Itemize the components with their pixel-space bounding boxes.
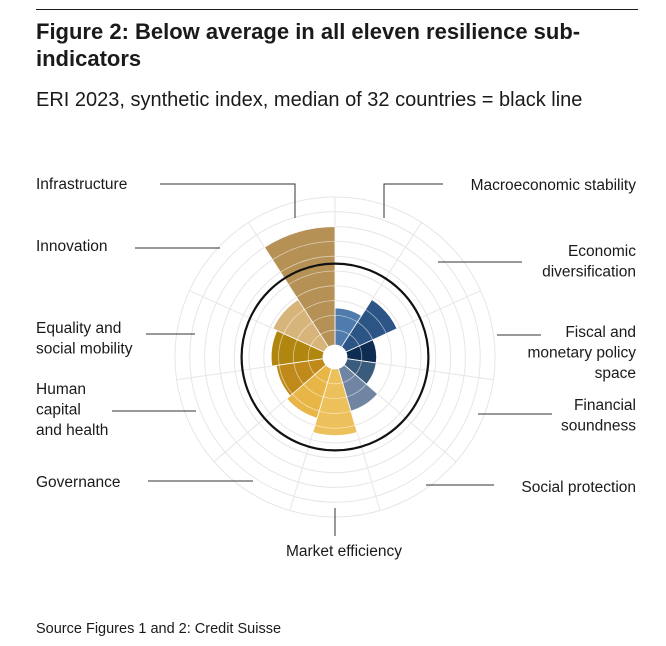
leader-macroeconomic-stability — [383, 183, 443, 218]
label-economic-diversification: Economic diversification — [542, 243, 636, 281]
category-labels: Macroeconomic stability Economic diversifi… — [36, 176, 636, 560]
label-human-capital-and-health: Human capital and health — [36, 381, 108, 439]
bar-economic-diversification — [340, 299, 398, 353]
label-financial-soundness: Financial soundness — [561, 397, 636, 435]
label-fiscal-and-monetary-policy-space: Fiscal and monetary policy space — [527, 324, 636, 382]
source-note: Source Figures 1 and 2: Credit Suisse — [36, 621, 282, 637]
label-infrastructure: Infrastructure — [36, 176, 127, 193]
bar-innovation — [272, 299, 330, 353]
bar-market-efficiency — [312, 368, 358, 436]
label-macroeconomic-stability: Macroeconomic stability — [471, 177, 637, 194]
median-circle — [240, 262, 430, 452]
chart-title: Figure 2: Below average in all eleven re… — [36, 19, 581, 71]
bar-human-capital-and-health — [275, 358, 327, 397]
label-innovation: Innovation — [36, 238, 108, 255]
chart-subtitle: ERI 2023, synthetic index, median of 32 … — [36, 89, 583, 111]
bar-infrastructure — [263, 226, 336, 348]
bar-governance — [286, 364, 333, 419]
bar-social-protection — [337, 364, 379, 412]
label-equality-and-social-mobility: Equality and social mobility — [36, 320, 133, 358]
chart-bars — [263, 226, 398, 436]
label-market-efficiency: Market efficiency — [286, 543, 402, 560]
top-rule — [36, 9, 638, 10]
label-social-protection: Social protection — [521, 479, 636, 496]
median-line — [240, 262, 430, 452]
label-governance: Governance — [36, 474, 120, 491]
leader-infrastructure — [160, 183, 296, 218]
